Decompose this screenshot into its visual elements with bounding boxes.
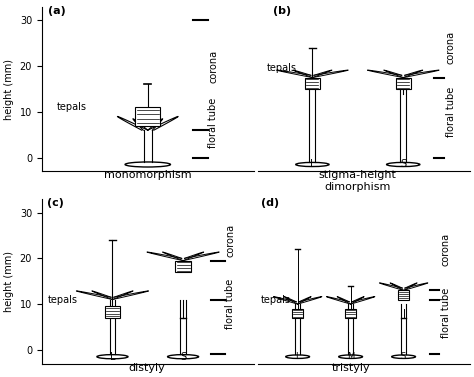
Text: corona: corona	[446, 31, 456, 64]
Text: corona: corona	[209, 49, 219, 83]
Y-axis label: height (mm): height (mm)	[4, 58, 14, 120]
Bar	[305, 78, 320, 89]
Bar	[105, 307, 120, 318]
Text: stigma-height
dimorphism: stigma-height dimorphism	[319, 170, 397, 192]
Text: (b): (b)	[273, 6, 291, 15]
Text: (c): (c)	[47, 198, 64, 208]
Text: S: S	[400, 159, 406, 170]
Bar	[345, 309, 356, 318]
Text: tepals: tepals	[267, 63, 297, 74]
Text: (d): (d)	[261, 198, 279, 208]
Text: monomorphism: monomorphism	[104, 170, 191, 181]
Text: corona: corona	[441, 233, 451, 266]
Text: distyly: distyly	[128, 363, 165, 372]
Bar	[175, 261, 191, 272]
Text: floral tube: floral tube	[441, 288, 451, 339]
Text: floral tube: floral tube	[226, 279, 236, 329]
Text: floral tube: floral tube	[446, 87, 456, 137]
Bar	[292, 309, 303, 318]
Text: tepals: tepals	[57, 102, 87, 112]
Text: M: M	[347, 352, 354, 361]
Text: S: S	[401, 352, 406, 361]
Bar	[135, 107, 161, 126]
Text: L: L	[295, 352, 300, 361]
Text: L: L	[310, 159, 315, 170]
Bar	[398, 290, 410, 299]
Text: L: L	[109, 352, 115, 362]
Text: tepals: tepals	[261, 294, 291, 305]
Text: (a): (a)	[48, 6, 65, 15]
Text: S: S	[180, 352, 186, 362]
Text: floral tube: floral tube	[209, 98, 219, 149]
Text: corona: corona	[226, 224, 236, 257]
Text: tristyly: tristyly	[331, 363, 370, 372]
Text: tepals: tepals	[47, 294, 77, 305]
Y-axis label: height (mm): height (mm)	[4, 251, 14, 312]
Bar	[396, 78, 411, 89]
